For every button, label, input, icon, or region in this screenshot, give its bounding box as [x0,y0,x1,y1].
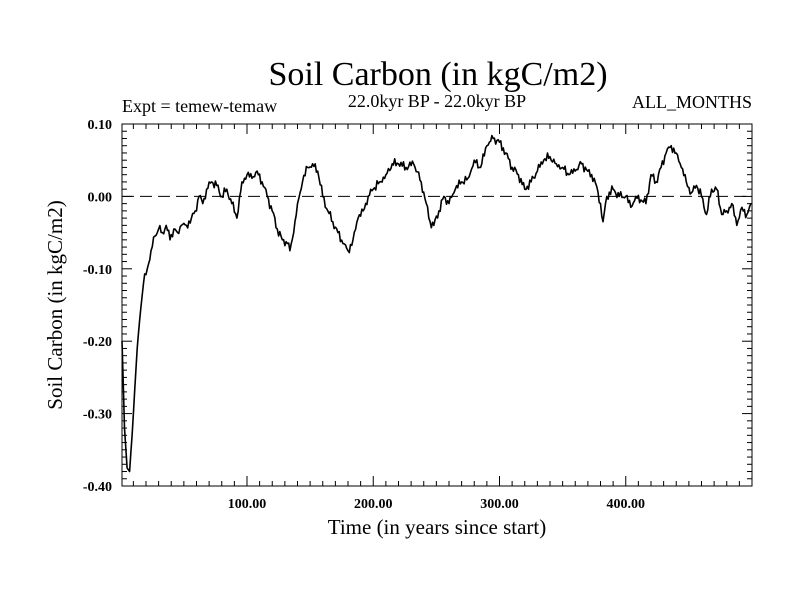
period-label: 22.0kyr BP - 22.0kyr BP [348,91,526,111]
y-tick-label: -0.20 [83,335,112,350]
x-axis-label: Time (in years since start) [328,515,547,539]
axis-tick-labels: 100.00 200.00 300.00 400.00 0.10 0.00 -0.10 -0.… [83,118,645,512]
experiment-label: Expt = temew-temaw [122,96,277,116]
x-tick-label: 300.00 [480,497,519,512]
axis-ticks [122,123,752,487]
x-tick-label: 200.00 [354,497,393,512]
series-line [121,134,753,473]
chart-title: Soil Carbon (in kgC/m2) [268,56,607,93]
months-label: ALL_MONTHS [632,92,752,112]
y-tick-label: 0.10 [88,118,113,133]
y-tick-label: -0.40 [83,480,112,495]
y-axis-label: Soil Carbon (in kgC/m2) [43,200,67,409]
y-tick-label: -0.10 [83,263,112,278]
plot-frame [121,123,753,487]
y-tick-label: -0.30 [83,408,112,423]
x-tick-label: 400.00 [606,497,645,512]
x-tick-label: 100.00 [228,497,267,512]
y-tick-label: 0.00 [88,190,113,205]
